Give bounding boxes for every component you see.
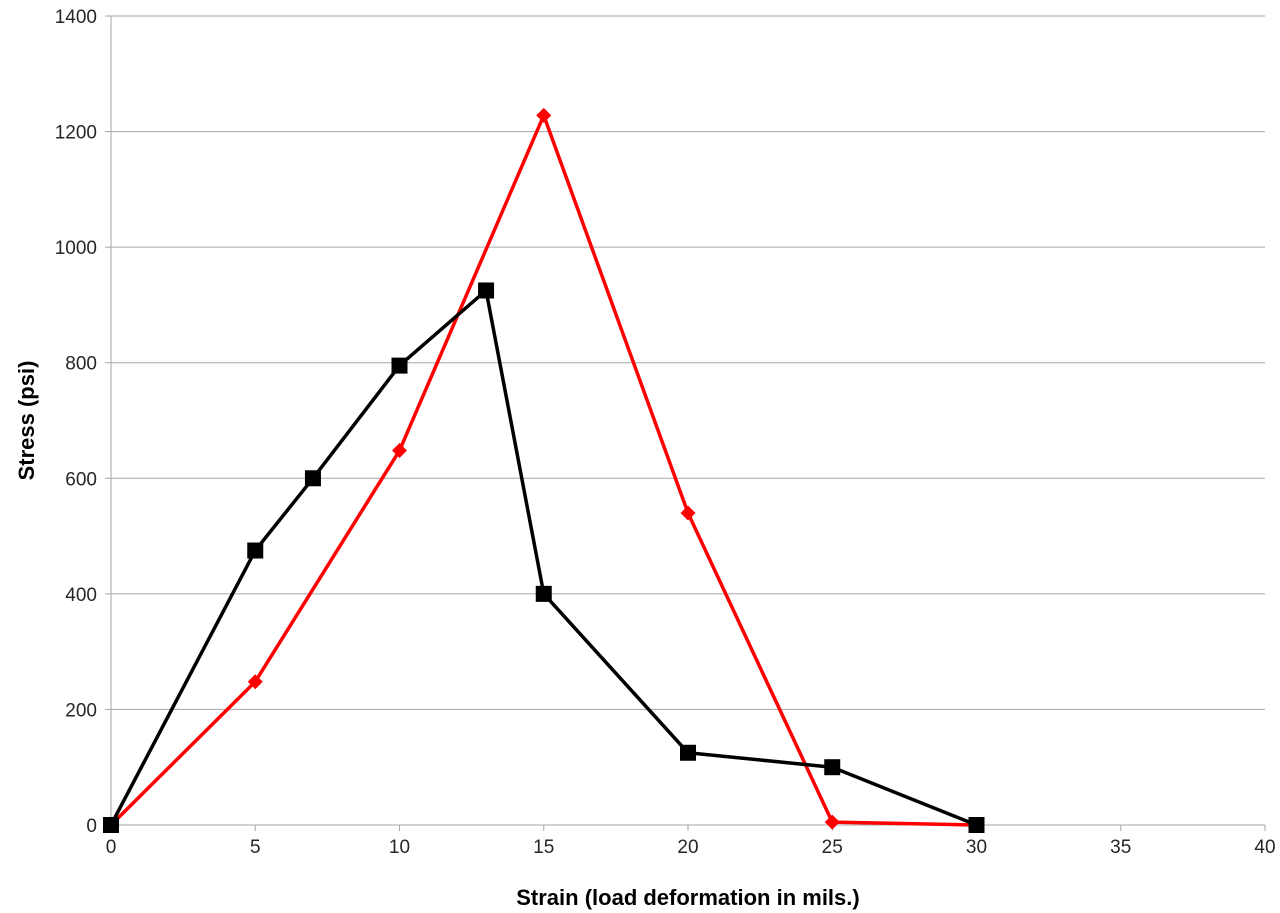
x-tick-label: 40 — [1254, 837, 1275, 858]
data-point-square — [968, 817, 985, 833]
data-point-square — [304, 470, 321, 487]
series-1 — [103, 107, 984, 833]
data-point-square — [478, 282, 495, 299]
x-tick-label: 15 — [533, 837, 554, 858]
y-tick-label: 800 — [65, 354, 97, 375]
y-tick-labels: 0 200 400 600 800 1000 1200 1400 — [55, 7, 97, 837]
data-point-square — [535, 585, 552, 602]
y-tick-label: 0 — [86, 816, 97, 837]
axes — [105, 15, 1266, 831]
x-tick-label: 30 — [966, 837, 987, 858]
x-axis-title: Strain (load deformation in mils.) — [516, 885, 859, 910]
x-tick-label: 20 — [677, 837, 698, 858]
series-line — [109, 288, 978, 827]
data-point-square — [680, 744, 696, 761]
data-point-diamond — [392, 443, 407, 459]
y-tick-label: 400 — [65, 585, 97, 606]
y-tick-label: 1000 — [55, 238, 97, 259]
data-point-square — [247, 542, 264, 559]
data-point-square — [103, 817, 119, 833]
x-tick-label: 10 — [389, 837, 410, 858]
data-point-diamond — [824, 814, 840, 830]
data-point-diamond — [536, 107, 552, 123]
x-tick-label: 35 — [1110, 837, 1131, 858]
x-tick-label: 25 — [822, 837, 843, 858]
gridlines — [111, 15, 1265, 710]
y-axis-title: Stress (psi) — [14, 361, 39, 481]
y-tick-label: 200 — [65, 700, 97, 721]
y-tick-label: 600 — [65, 469, 97, 490]
data-point-square — [391, 357, 408, 374]
data-point-square — [824, 759, 841, 776]
x-tick-labels: 0 5 10 15 20 25 30 35 40 — [106, 837, 1276, 858]
y-tick-label: 1200 — [55, 123, 97, 144]
data-series — [103, 107, 985, 833]
x-tick-label: 5 — [250, 837, 261, 858]
y-tick-label: 1400 — [55, 7, 97, 28]
series-2 — [103, 282, 985, 833]
series-line — [109, 113, 977, 827]
data-point-diamond — [680, 505, 696, 521]
data-point-diamond — [247, 674, 263, 690]
x-tick-label: 0 — [106, 837, 117, 858]
